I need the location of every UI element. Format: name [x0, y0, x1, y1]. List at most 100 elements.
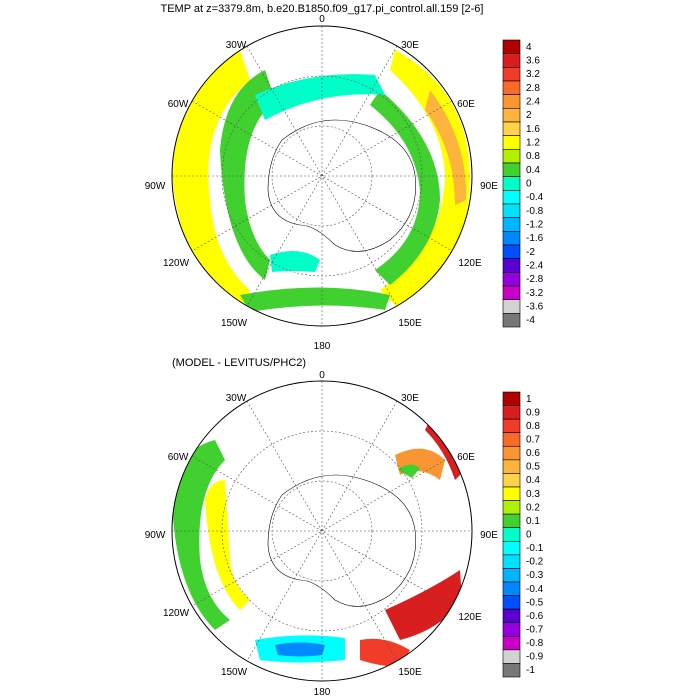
colorbar-tick-label: -0.4 — [526, 192, 544, 203]
colorbar-tick-label: -4 — [526, 315, 535, 326]
colorbar-tick-label: -1.2 — [526, 220, 544, 231]
colorbar-swatch — [502, 445, 521, 461]
colorbar-swatch — [502, 299, 521, 314]
bottom-field-green-east — [398, 464, 420, 478]
bottom-lon-30e: 30E — [401, 393, 419, 404]
colorbar-tick-label: -1.6 — [526, 233, 544, 244]
top-lon-90e: 90E — [480, 181, 498, 192]
colorbar-swatch — [502, 622, 521, 637]
bottom-map-border — [171, 380, 473, 682]
colorbar-tick-label: -0.1 — [526, 543, 544, 554]
colorbar-tick-label: 2.4 — [526, 97, 540, 108]
colorbar-tick-label: 0.4 — [526, 165, 540, 176]
bottom-panel-title: (MODEL - LEVITUS/PHC2) — [172, 357, 306, 369]
colorbar-tick-label: -0.8 — [526, 206, 544, 217]
colorbar-swatch — [502, 135, 521, 150]
bottom-field-green-west — [172, 440, 230, 630]
colorbar-swatch — [502, 190, 521, 205]
bottom-lon-0: 0 — [319, 370, 325, 381]
colorbar-tick-label: -0.3 — [526, 570, 544, 581]
bottom-field-red-northeast — [425, 420, 465, 480]
top-panel: TEMP at z=3379.8m, b.e20.B1850.f09_g17.p… — [145, 3, 544, 352]
top-lon-60w: 60W — [168, 99, 189, 110]
bottom-lon-90w: 90W — [145, 530, 166, 541]
colorbar-swatch — [502, 217, 521, 232]
colorbar-tick-label: 0.1 — [526, 516, 540, 527]
colorbar-tick-label: 0.2 — [526, 502, 540, 513]
colorbar-swatch — [502, 149, 521, 164]
colorbar-tick-label: 0.8 — [526, 421, 540, 432]
colorbar-tick-label: -2 — [526, 247, 535, 258]
top-lon-150e: 150E — [398, 318, 422, 329]
colorbar-tick-label: 0.6 — [526, 448, 540, 459]
top-field-orange-east — [425, 90, 467, 205]
colorbar-swatch — [502, 459, 521, 474]
top-lon-120w: 120W — [163, 258, 190, 269]
top-field-green — [220, 70, 275, 280]
top-lon-90w: 90W — [145, 181, 166, 192]
colorbar-tick-label: 0.8 — [526, 151, 540, 162]
top-lon-180: 180 — [314, 341, 331, 352]
colorbar-tick-label: -0.6 — [526, 611, 544, 622]
top-field-yellow-east — [380, 50, 470, 310]
top-antarctica — [267, 119, 416, 252]
colorbar-swatch — [502, 258, 521, 273]
bottom-field-blue-south — [275, 642, 325, 657]
colorbar-swatch — [502, 649, 521, 664]
colorbar-swatch — [502, 231, 521, 246]
colorbar-tick-label: 3.6 — [526, 56, 540, 67]
colorbar-tick-label: 3.2 — [526, 69, 540, 80]
colorbar-swatch — [502, 554, 521, 569]
bottom-colorbar: 1 0.9 0.8 0.7 0.6 0.5 0.4 0.3 0.2 0.1 0 -0.1 -0.2 -0.… — [502, 391, 544, 678]
bottom-lon-120w: 120W — [163, 608, 190, 619]
colorbar-swatch — [502, 595, 521, 610]
colorbar-swatch — [502, 608, 521, 624]
colorbar-tick-label: -0.9 — [526, 652, 544, 663]
colorbar-tick-label: 2 — [526, 110, 532, 121]
colorbar-swatch — [502, 500, 521, 515]
top-field-cyan-south — [270, 251, 320, 272]
colorbar-tick-label: -3.2 — [526, 288, 544, 299]
colorbar-tick-label: -0.4 — [526, 584, 544, 595]
colorbar-swatch — [502, 94, 521, 109]
colorbar-tick-label: 0.7 — [526, 435, 540, 446]
colorbar-tick-label: 0 — [526, 530, 532, 541]
colorbar-swatch — [502, 244, 521, 259]
colorbar-swatch — [502, 513, 521, 529]
colorbar-tick-label: -1 — [526, 665, 535, 676]
top-lon-120e: 120E — [458, 258, 482, 269]
colorbar-tick-label: 1.6 — [526, 124, 540, 135]
bottom-field-red-southeast — [385, 570, 462, 640]
top-lon-60e: 60E — [457, 99, 475, 110]
bottom-lon-90e: 90E — [480, 530, 498, 541]
colorbar-tick-label: 2.8 — [526, 83, 540, 94]
colorbar-swatch — [502, 272, 521, 287]
bottom-lon-120e: 120E — [458, 612, 482, 623]
colorbar-swatch — [502, 285, 521, 300]
colorbar-tick-label: -0.7 — [526, 625, 544, 636]
top-lon-30w: 30W — [226, 40, 247, 51]
colorbar-swatch — [502, 391, 521, 406]
top-field-green-east — [370, 90, 440, 285]
colorbar-swatch — [502, 418, 521, 434]
colorbar-tick-label: 1.2 — [526, 138, 540, 149]
colorbar-tick-label: -0.5 — [526, 597, 544, 608]
colorbar-swatch — [502, 80, 521, 95]
colorbar-swatch — [502, 405, 521, 420]
colorbar-swatch — [502, 67, 521, 82]
bottom-lon-150w: 150W — [221, 667, 248, 678]
colorbar-tick-label: 0 — [526, 179, 532, 190]
bottom-lon-180: 180 — [314, 687, 331, 698]
colorbar-swatch — [502, 162, 521, 177]
colorbar-tick-label: 0.3 — [526, 489, 540, 500]
top-panel-title: TEMP at z=3379.8m, b.e20.B1850.f09_g17.p… — [161, 3, 484, 15]
colorbar-tick-label: -3.6 — [526, 302, 544, 313]
colorbar-tick-label: -2.4 — [526, 261, 544, 272]
colorbar-tick-label: 0.5 — [526, 462, 540, 473]
colorbar-tick-label: -2.8 — [526, 274, 544, 285]
top-field-green-south — [240, 287, 390, 312]
colorbar-swatch — [502, 108, 521, 123]
colorbar-swatch — [502, 176, 521, 191]
colorbar-tick-label: 4 — [526, 42, 532, 53]
